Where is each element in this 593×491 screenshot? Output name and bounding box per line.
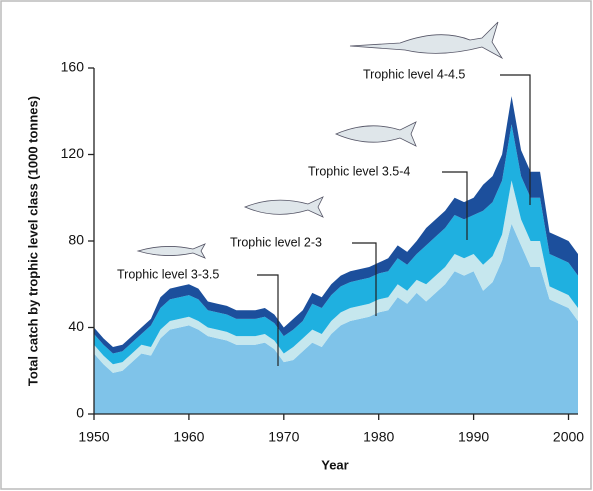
- fish-icon: [136, 21, 504, 259]
- x-tick-label: 2000: [553, 429, 584, 445]
- annotation: Trophic level 2-3: [230, 235, 322, 249]
- x-tick-label: 1990: [458, 429, 489, 445]
- annotation: Trophic level 3-3.5: [117, 267, 219, 281]
- x-tick-label: 1980: [363, 429, 394, 445]
- y-tick-label: 160: [61, 59, 85, 75]
- plot-area: [94, 96, 578, 414]
- annotation: Trophic level 4-4.5: [363, 67, 465, 81]
- area: [94, 96, 578, 354]
- area: [94, 124, 578, 365]
- annotation: Trophic level 3.5-4: [308, 164, 410, 178]
- y-axis-label: Total catch by trophic level class (1000…: [25, 96, 40, 386]
- leader-lines: [257, 74, 531, 366]
- area: [94, 180, 578, 373]
- area: [94, 223, 578, 414]
- x-tick-label: 1960: [173, 429, 204, 445]
- y-tick-label: 120: [61, 145, 85, 161]
- y-tick-label: 40: [68, 318, 84, 334]
- x-axis-label: Year: [321, 457, 348, 472]
- y-tick-label: 0: [76, 405, 84, 421]
- x-tick-label: 1950: [78, 429, 109, 445]
- x-tick-label: 1970: [268, 429, 299, 445]
- y-tick-label: 80: [68, 232, 84, 248]
